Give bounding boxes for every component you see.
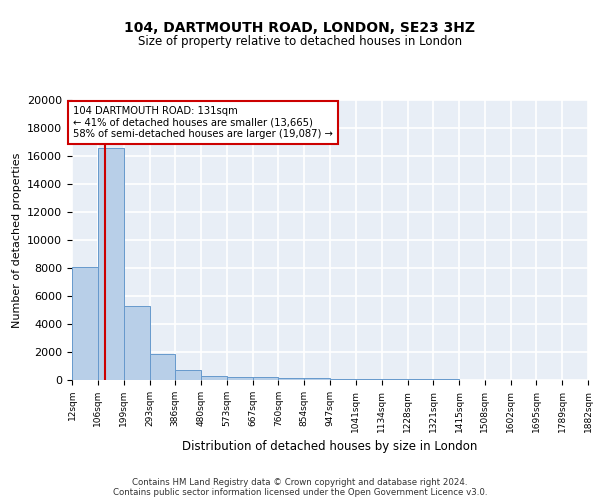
Bar (356, 379, 382, 380)
Y-axis label: Number of detached properties: Number of detached properties (11, 152, 22, 328)
Bar (72, 266, 98, 380)
Bar (382, 379, 407, 380)
Text: 104 DARTMOUTH ROAD: 131sqm
← 41% of detached houses are smaller (13,665)
58% of : 104 DARTMOUTH ROAD: 131sqm ← 41% of deta… (73, 106, 333, 139)
Bar (330, 378, 356, 380)
Text: Contains HM Land Registry data © Crown copyright and database right 2024.
Contai: Contains HM Land Registry data © Crown c… (113, 478, 487, 497)
Bar (201, 376, 227, 380)
Text: 104, DARTMOUTH ROAD, LONDON, SE23 3HZ: 104, DARTMOUTH ROAD, LONDON, SE23 3HZ (125, 20, 476, 34)
Bar (227, 377, 253, 380)
X-axis label: Distribution of detached houses by size in London: Distribution of detached houses by size … (182, 440, 478, 453)
Bar (175, 370, 201, 380)
Bar (278, 378, 304, 380)
Bar (253, 377, 278, 380)
Text: Size of property relative to detached houses in London: Size of property relative to detached ho… (138, 34, 462, 48)
Bar (304, 378, 330, 380)
Bar (98, 148, 124, 380)
Bar (124, 306, 149, 380)
Bar (149, 354, 175, 380)
